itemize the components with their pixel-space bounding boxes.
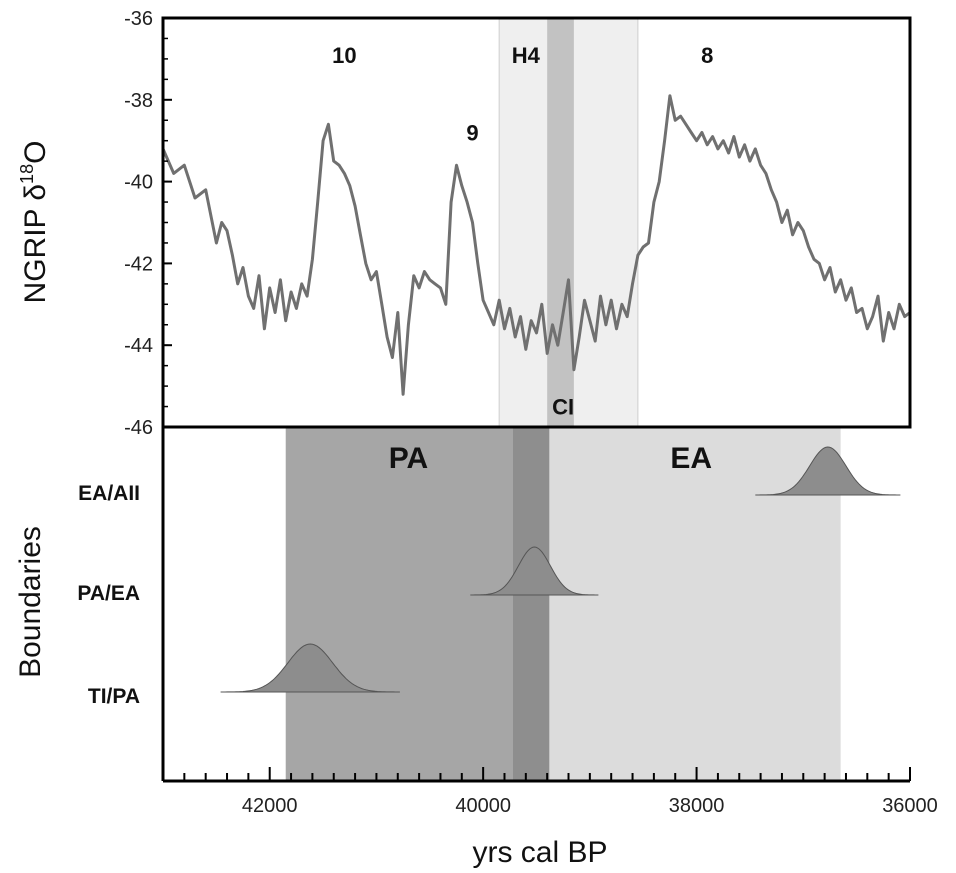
ci-band (547, 18, 574, 427)
plot-frames (161, 16, 912, 783)
x-tick-label: 42000 (242, 795, 298, 817)
boundary-distribution-pa-ea (470, 546, 599, 596)
y-tick-label: -44 (124, 335, 153, 357)
annotation-h4: H4 (512, 43, 541, 68)
y-tick-label: -36 (124, 8, 153, 30)
isotope-series (161, 94, 911, 396)
bottom-y-axis-title: Boundaries (14, 526, 47, 678)
annotation-8: 8 (701, 43, 713, 68)
x-tick-label: 36000 (882, 795, 938, 817)
annotation-ci: CI (552, 395, 574, 420)
boundary-label: PA/EA (77, 582, 140, 605)
annotation-9: 9 (466, 121, 478, 146)
bottom-shaded-bands (285, 427, 841, 781)
top-shaded-bands (498, 17, 639, 428)
period-label-ea: EA (670, 442, 712, 475)
axis-ticks (162, 17, 911, 781)
annotation-10: 10 (332, 43, 356, 68)
period-label-pa: PA (389, 442, 428, 475)
x-axis-title: yrs cal BP (472, 836, 607, 869)
top-y-axis-title-superscript: 18 (17, 164, 37, 184)
top-y-axis-title: NGRIP δ18O (17, 141, 52, 304)
period-band-ea (547, 427, 841, 781)
boundary-distribution-ti-pa (220, 643, 400, 693)
boundary-label: TI/PA (88, 685, 140, 708)
y-tick-label: -46 (124, 417, 153, 439)
chart-text: EA/AII PA/EA TI/PA -36 -38 -40 -42 -44 -46 42000 4… (77, 8, 937, 817)
boundary-distributions (220, 446, 901, 693)
y-tick-label: -40 (124, 172, 153, 194)
y-tick-label: -42 (124, 253, 153, 275)
x-tick-label: 40000 (455, 795, 511, 817)
boundary-label: EA/AII (78, 482, 140, 505)
ngrip-d18o-line (161, 94, 911, 396)
boundary-distribution-ea-aii (755, 446, 901, 496)
overlap-band (513, 427, 550, 781)
x-tick-label: 38000 (669, 795, 725, 817)
y-tick-label: -38 (124, 90, 153, 112)
period-band-pa (285, 427, 548, 781)
